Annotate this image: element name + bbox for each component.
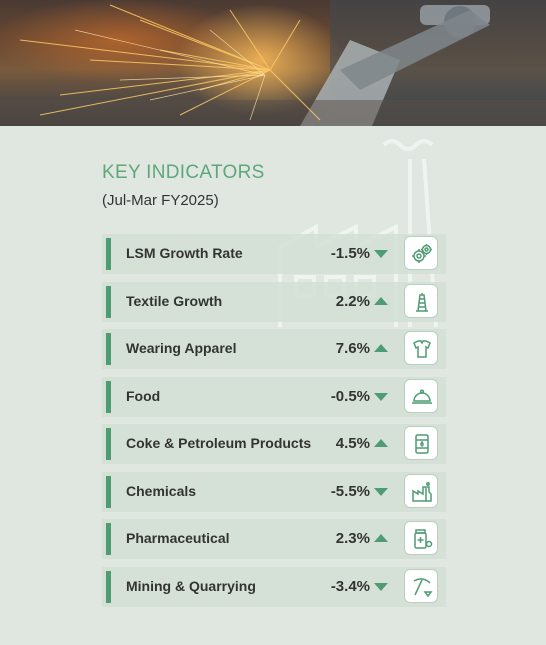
food-cloche-icon bbox=[404, 378, 438, 413]
down-arrow-icon bbox=[374, 392, 388, 401]
period-subtitle: (Jul-Mar FY2025) bbox=[102, 192, 219, 209]
indicator-row-coke-petroleum: Coke & Petroleum Products 4.5% bbox=[102, 424, 446, 464]
up-arrow-icon bbox=[374, 534, 388, 542]
indicator-value: 7.6% bbox=[335, 340, 370, 357]
indicator-row-lsm: LSM Growth Rate -1.5% bbox=[102, 234, 446, 274]
chemical-plant-icon bbox=[404, 473, 438, 508]
indicator-value: -3.4% bbox=[330, 577, 370, 595]
row-accent-bar bbox=[106, 285, 111, 318]
down-arrow-icon bbox=[374, 250, 388, 258]
row-accent-bar bbox=[106, 428, 111, 460]
indicator-row-apparel: Wearing Apparel 7.6% bbox=[102, 329, 446, 369]
indicator-row-mining: Mining & Quarrying -3.4% bbox=[102, 566, 446, 607]
page-title: KEY INDICATORS bbox=[102, 162, 265, 183]
indicator-label: Textile Growth bbox=[126, 292, 223, 309]
up-arrow-icon bbox=[374, 296, 388, 305]
row-accent-bar bbox=[106, 238, 111, 270]
up-arrow-icon bbox=[374, 439, 388, 447]
indicator-value: -5.5% bbox=[330, 482, 370, 500]
indicator-label: Food bbox=[126, 387, 161, 404]
indicator-value: 2.3% bbox=[335, 530, 370, 547]
indicator-label: Pharmaceutical bbox=[126, 530, 230, 546]
row-accent-bar bbox=[106, 523, 111, 555]
indicator-row-food: Food -0.5% bbox=[102, 376, 446, 417]
indicator-value: 4.5% bbox=[335, 435, 370, 452]
row-accent-bar bbox=[106, 380, 111, 413]
indicator-row-pharmaceutical: Pharmaceutical 2.3% bbox=[102, 519, 446, 559]
thread-spool-icon bbox=[404, 283, 438, 318]
indicator-label: Mining & Quarrying bbox=[126, 577, 256, 594]
pickaxe-icon bbox=[404, 568, 438, 603]
indicator-value: -1.5% bbox=[330, 245, 370, 262]
down-arrow-icon bbox=[374, 582, 388, 591]
indicator-row-textile: Textile Growth 2.2% bbox=[102, 281, 446, 322]
indicator-label: Coke & Petroleum Products bbox=[126, 435, 312, 451]
indicator-value: -0.5% bbox=[330, 387, 370, 405]
indicator-value: 2.2% bbox=[335, 292, 370, 310]
indicator-label: LSM Growth Rate bbox=[126, 245, 243, 261]
up-arrow-icon bbox=[374, 344, 388, 352]
header-photo-industrial-sparks bbox=[0, 0, 546, 126]
indicator-label: Wearing Apparel bbox=[126, 340, 237, 356]
indicator-list: LSM Growth Rate -1.5% Textile Growth 2.2… bbox=[102, 234, 446, 614]
row-accent-bar bbox=[106, 333, 111, 365]
row-accent-bar bbox=[106, 475, 111, 508]
medicine-icon bbox=[404, 521, 438, 555]
row-accent-bar bbox=[106, 570, 111, 603]
indicator-row-chemicals: Chemicals -5.5% bbox=[102, 471, 446, 512]
down-arrow-icon bbox=[374, 487, 388, 496]
gears-icon bbox=[404, 236, 438, 270]
oil-barrel-icon bbox=[404, 426, 438, 460]
indicator-label: Chemicals bbox=[126, 482, 197, 499]
apparel-icon bbox=[404, 331, 438, 365]
